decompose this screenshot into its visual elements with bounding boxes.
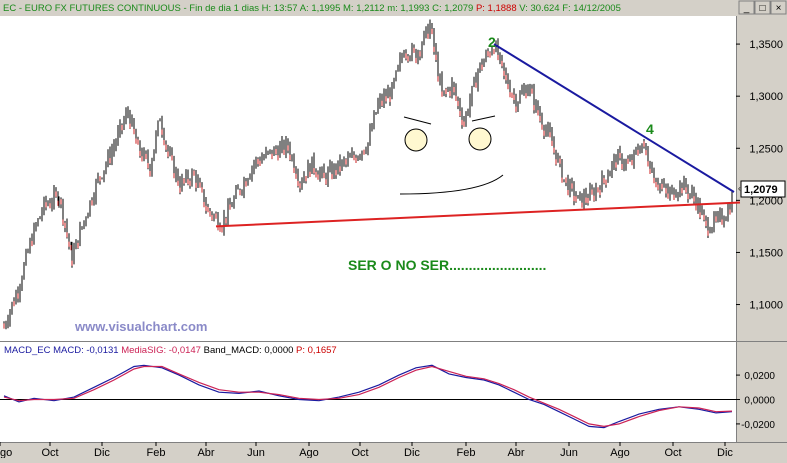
macd-y-tick-label: 0,0000: [744, 396, 775, 407]
face-mouth: [399, 174, 504, 195]
macd-header-item-4: P: 0,1657: [296, 345, 337, 356]
price-y-tick-label: 1,2500: [749, 143, 783, 155]
x-tick-label: Abr: [197, 447, 214, 458]
face-left-eye: [404, 128, 428, 152]
macd-y-axis: 0,0200 0,0000 -0,0200: [736, 371, 775, 431]
wave-label-2: 2: [488, 34, 496, 50]
header-field-1: A: 1,1995: [300, 3, 343, 14]
window-buttons: _ □ ×: [738, 0, 787, 15]
x-tick-label: Abr: [507, 447, 524, 458]
x-tick-label: Oct: [351, 447, 368, 458]
trendline-1: [215, 201, 741, 228]
trendlines: [215, 43, 741, 228]
macd-series: [0, 364, 736, 429]
scroll-button-face: [770, 443, 786, 457]
macd-plot-area[interactable]: [0, 342, 736, 442]
caption-text: SER O NO SER.........................: [348, 257, 546, 273]
macd-y-tick-label: -0,0200: [741, 420, 775, 431]
x-tick-label: Jun: [247, 447, 265, 458]
face-right-eye: [468, 127, 492, 151]
price-y-tick-label: 1,3500: [749, 39, 783, 51]
wave-label-4: 4: [646, 121, 654, 137]
face-right-brow: [471, 115, 496, 122]
header-field-5: P: 1,1888: [476, 3, 519, 14]
x-tick-label: Oct: [664, 447, 681, 458]
x-tick-label: go: [0, 447, 12, 458]
header-field-2: M: 1,2112: [343, 3, 387, 14]
price-series: [3, 19, 733, 330]
price-y-axis: 1,1000 1,1500 1,2000 1,2500 1,3000 1,3500: [736, 39, 783, 312]
macd-header-item-0: MACD_EC: [4, 345, 53, 356]
header-field-7: F: 14/12/2005: [562, 3, 621, 14]
chart-header: EC - EURO FX FUTURES CONTINUOUS - Fin de…: [3, 3, 621, 14]
x-tick-label: Dic: [404, 447, 420, 458]
window-button-glyph: _: [743, 3, 750, 14]
macd-y-tick-label: 0,0200: [744, 371, 775, 382]
x-tick-label: Ago: [610, 447, 630, 458]
window-button-face: [738, 0, 755, 15]
window-button-glyph: ×: [776, 3, 782, 14]
face-doodle: [399, 115, 504, 195]
header-field-0: H: 13:57: [262, 3, 300, 14]
last-price-label: 1,2079: [744, 184, 778, 196]
macd-header-item-2: MediaSIG: -0,0147: [121, 345, 203, 356]
x-axis: go Oct Dic Feb Abr Jun Ago Oct Dic Feb Abr Jun Ago Oc…: [0, 442, 733, 459]
window-button-face: [770, 0, 787, 15]
price-plot-area[interactable]: [0, 16, 736, 341]
window-button-1[interactable]: □: [754, 0, 771, 15]
macd-header-item-1: MACD: -0,0131: [53, 345, 121, 356]
price-y-tick-label: 1,2000: [749, 195, 783, 207]
window-button-glyph: □: [759, 3, 765, 14]
x-tick-label: Dic: [717, 447, 733, 458]
last-price-pointer: ‹: [738, 184, 741, 193]
x-tick-label: Feb: [457, 447, 476, 458]
macd-header: MACD_EC MACD: -0,0131 MediaSIG: -0,0147 …: [4, 345, 337, 356]
window-button-0[interactable]: _: [738, 0, 755, 15]
window-button-2[interactable]: ×: [770, 0, 787, 15]
window-button-face: [754, 0, 771, 15]
price-y-tick-label: 1,1500: [749, 247, 783, 259]
x-tick-label: Jun: [560, 447, 578, 458]
header-field-4: C: 1,2079: [432, 3, 476, 14]
price-y-tick-label: 1,3000: [749, 91, 783, 103]
watermark-text: www.visualchart.com: [74, 319, 207, 334]
price-y-tick-label: 1,1000: [749, 300, 783, 312]
header-symbol: EC - EURO FX FUTURES CONTINUOUS - Fin de…: [3, 3, 262, 14]
x-tick-label: Ago: [299, 447, 319, 458]
scroll-right-button[interactable]: [770, 443, 786, 457]
x-tick-label: Oct: [41, 447, 58, 458]
x-tick-label: Dic: [94, 447, 110, 458]
header-field-6: V: 30.624: [519, 3, 562, 14]
face-left-brow: [403, 116, 432, 125]
last-price-box: [740, 180, 786, 198]
macd-series-1: [3, 365, 733, 428]
macd-header-item-3: Band_MACD: 0,0000: [204, 345, 296, 356]
trendline-0: [493, 43, 735, 193]
header-field-3: m: 1,1993: [387, 3, 432, 14]
x-tick-label: Feb: [147, 447, 166, 458]
